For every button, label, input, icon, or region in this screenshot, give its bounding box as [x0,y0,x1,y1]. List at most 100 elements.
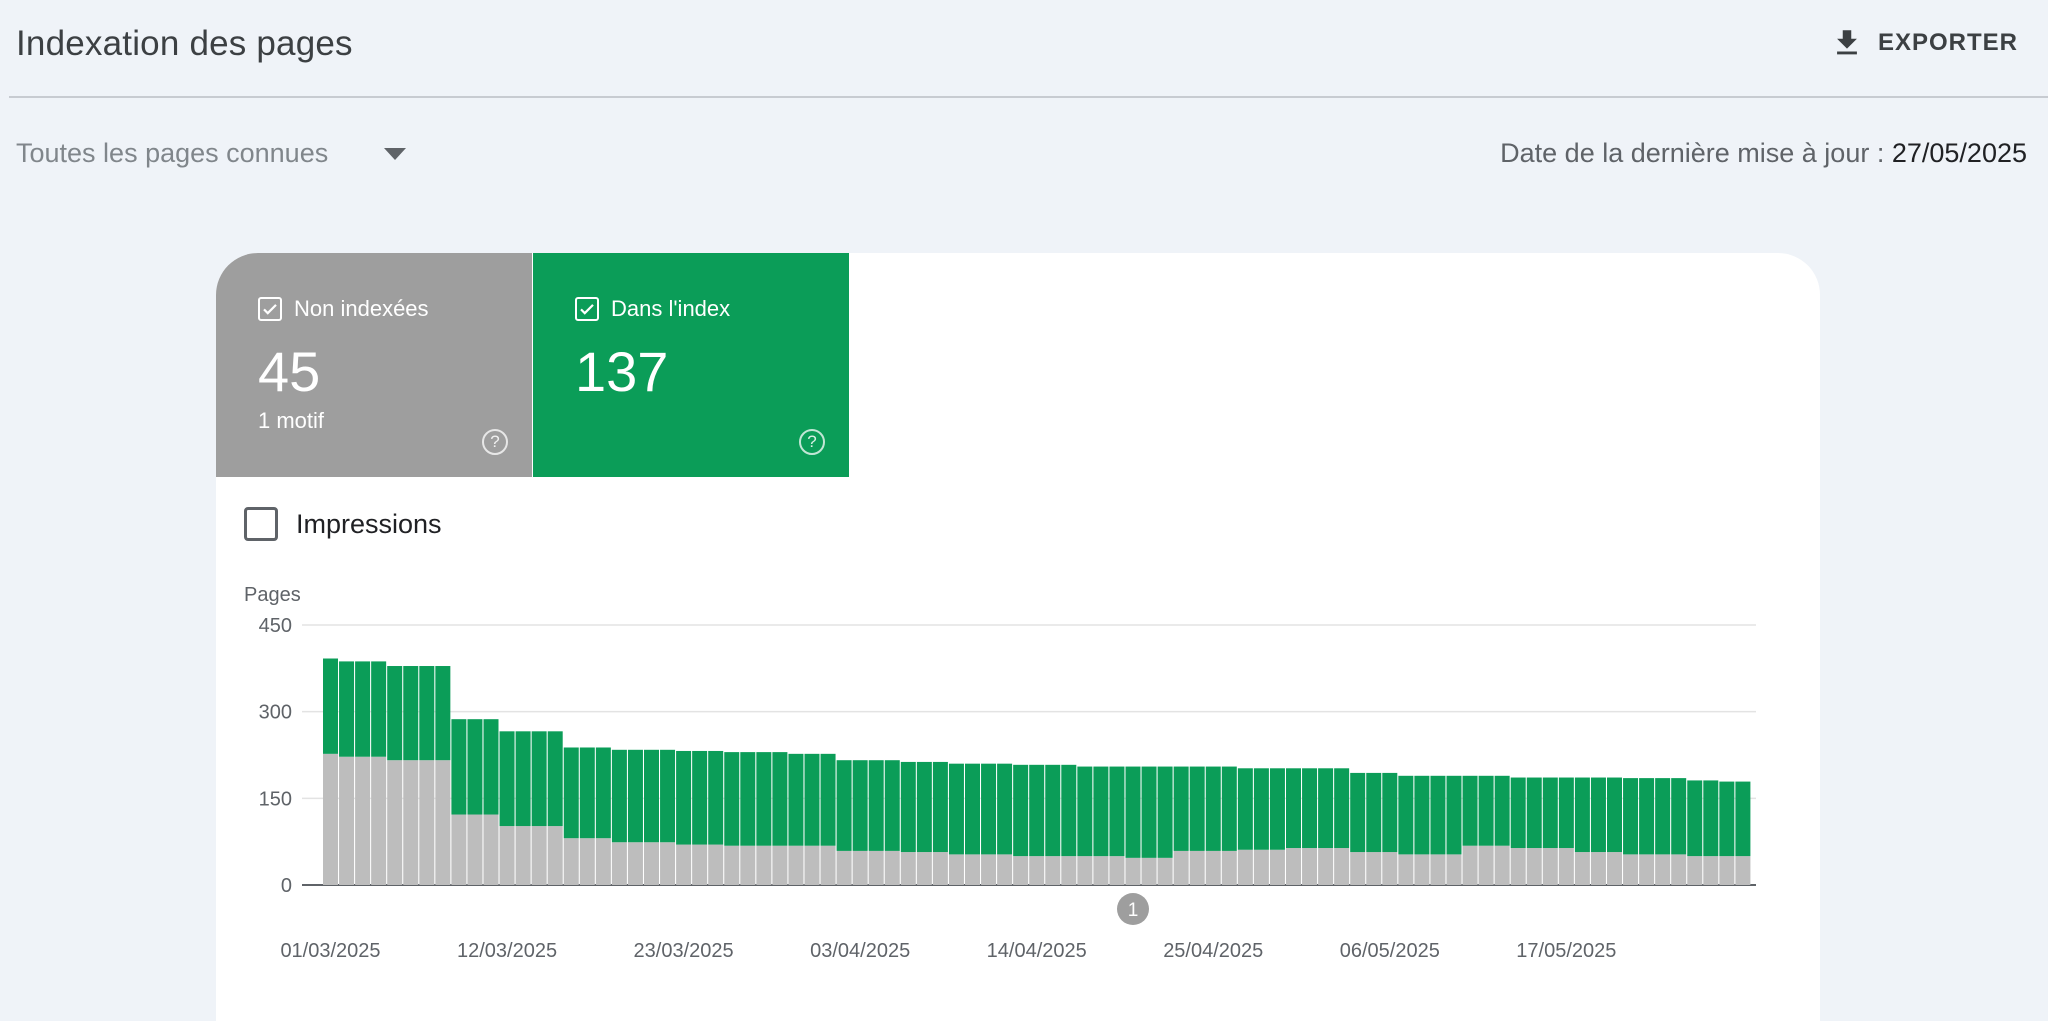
bar-indexed [740,752,756,846]
bar-not-indexed [595,838,611,885]
page-title: Indexation des pages [16,24,353,63]
bar-not-indexed [1478,845,1494,885]
bar-indexed [1366,772,1382,853]
bar-indexed [499,731,515,827]
bar-not-indexed [932,852,948,885]
bar-not-indexed [1623,854,1639,885]
y-axis-label: Pages [244,584,301,606]
bar-indexed [1157,766,1173,858]
bar-not-indexed [371,756,387,885]
bar-not-indexed [660,842,676,885]
bar-indexed [1558,777,1574,849]
y-tick-label: 450 [259,615,292,637]
bar-indexed [788,753,804,846]
bar-not-indexed [1414,854,1430,885]
indexed-count: 137 [575,340,669,403]
bar-indexed [451,719,467,815]
bar-indexed [724,752,740,846]
bar-not-indexed [788,845,804,885]
indexed-checkbox[interactable] [575,297,599,321]
last-update-date: 27/05/2025 [1891,138,2027,168]
bar-not-indexed [1366,852,1382,885]
dropdown-caret-icon [384,147,407,160]
bar-not-indexed [1221,850,1237,885]
bar-indexed [1478,775,1494,846]
bar-not-indexed [611,842,627,885]
impressions-toggle[interactable]: Impressions [244,507,442,541]
bar-indexed [1173,766,1189,851]
last-update-info: Date de la dernière mise à jour : 27/05/… [1500,138,2027,169]
bar-not-indexed [531,826,547,885]
y-tick-label: 150 [259,788,292,810]
bar-not-indexed [1542,848,1558,885]
bar-not-indexed [997,854,1013,885]
x-tick-label: 23/03/2025 [634,940,734,962]
bar-indexed [868,760,884,851]
bar-indexed [1350,772,1366,853]
indexed-label: Dans l'index [611,296,731,321]
bar-not-indexed [515,826,531,885]
impressions-checkbox[interactable] [244,507,278,541]
header-divider [9,96,2048,98]
bar-not-indexed [724,845,740,885]
bar-indexed [820,753,836,846]
bar-indexed [483,719,499,815]
bar-indexed [1221,766,1237,851]
bar-not-indexed [916,852,932,885]
bar-indexed [884,760,900,851]
annotation-label: 1 [1128,900,1139,921]
bar-indexed [1141,766,1157,858]
bar-indexed [1655,778,1671,855]
export-button[interactable]: EXPORTER [1830,22,2018,64]
bar-indexed [1205,766,1221,851]
bar-not-indexed [627,842,643,885]
bar-indexed [1494,775,1510,846]
bar-indexed [515,731,531,827]
x-tick-label: 17/05/2025 [1516,940,1616,962]
bar-not-indexed [1125,857,1141,885]
bar-indexed [1077,766,1093,857]
metric-indexed-header: Dans l'index [575,296,730,322]
bar-indexed [1574,777,1590,853]
bar-not-indexed [981,854,997,885]
bar-not-indexed [1703,856,1719,885]
bar-not-indexed [1574,852,1590,885]
bar-not-indexed [1687,856,1703,885]
metric-indexed[interactable]: Dans l'index 137 ? [533,253,849,477]
bar-not-indexed [1061,856,1077,885]
bar-not-indexed [435,760,451,885]
not-indexed-checkbox[interactable] [258,297,282,321]
bar-not-indexed [1302,848,1318,885]
bar-indexed [1735,781,1751,857]
bar-indexed [1237,768,1253,850]
x-tick-label: 06/05/2025 [1340,940,1440,962]
bar-not-indexed [1607,852,1622,885]
help-icon[interactable]: ? [799,429,825,455]
bar-indexed [1639,778,1655,855]
bar-not-indexed [740,845,756,885]
help-icon[interactable]: ? [482,429,508,455]
bar-not-indexed [1639,854,1655,885]
x-tick-label: 12/03/2025 [457,940,557,962]
bar-indexed [1526,777,1542,849]
bar-not-indexed [547,826,563,885]
pages-chart: Pages 0 150 300 450 1 01/03/2025 12/03/2025 23/0… [244,584,1756,962]
pages-filter-dropdown[interactable]: Toutes les pages connues [16,138,407,169]
bar-not-indexed [339,756,355,885]
x-tick-label: 03/04/2025 [810,940,910,962]
y-tick-label: 300 [259,702,292,724]
bar-indexed [1189,766,1205,851]
bar-indexed [1029,764,1045,857]
bar-not-indexed [676,844,692,885]
bar-not-indexed [1462,845,1478,885]
bar-indexed [1462,775,1478,846]
annotation-marker [1117,893,1149,925]
bar-not-indexed [948,854,964,885]
not-indexed-label: Non indexées [294,296,429,321]
bar-indexed [435,666,451,761]
indexing-card: Non indexées 45 1 motif ? Dans l'index 1… [216,253,1820,1021]
bar-indexed [403,666,419,761]
bar-indexed [836,760,852,851]
bar-not-indexed [1398,854,1414,885]
metric-not-indexed[interactable]: Non indexées 45 1 motif ? [216,253,532,477]
